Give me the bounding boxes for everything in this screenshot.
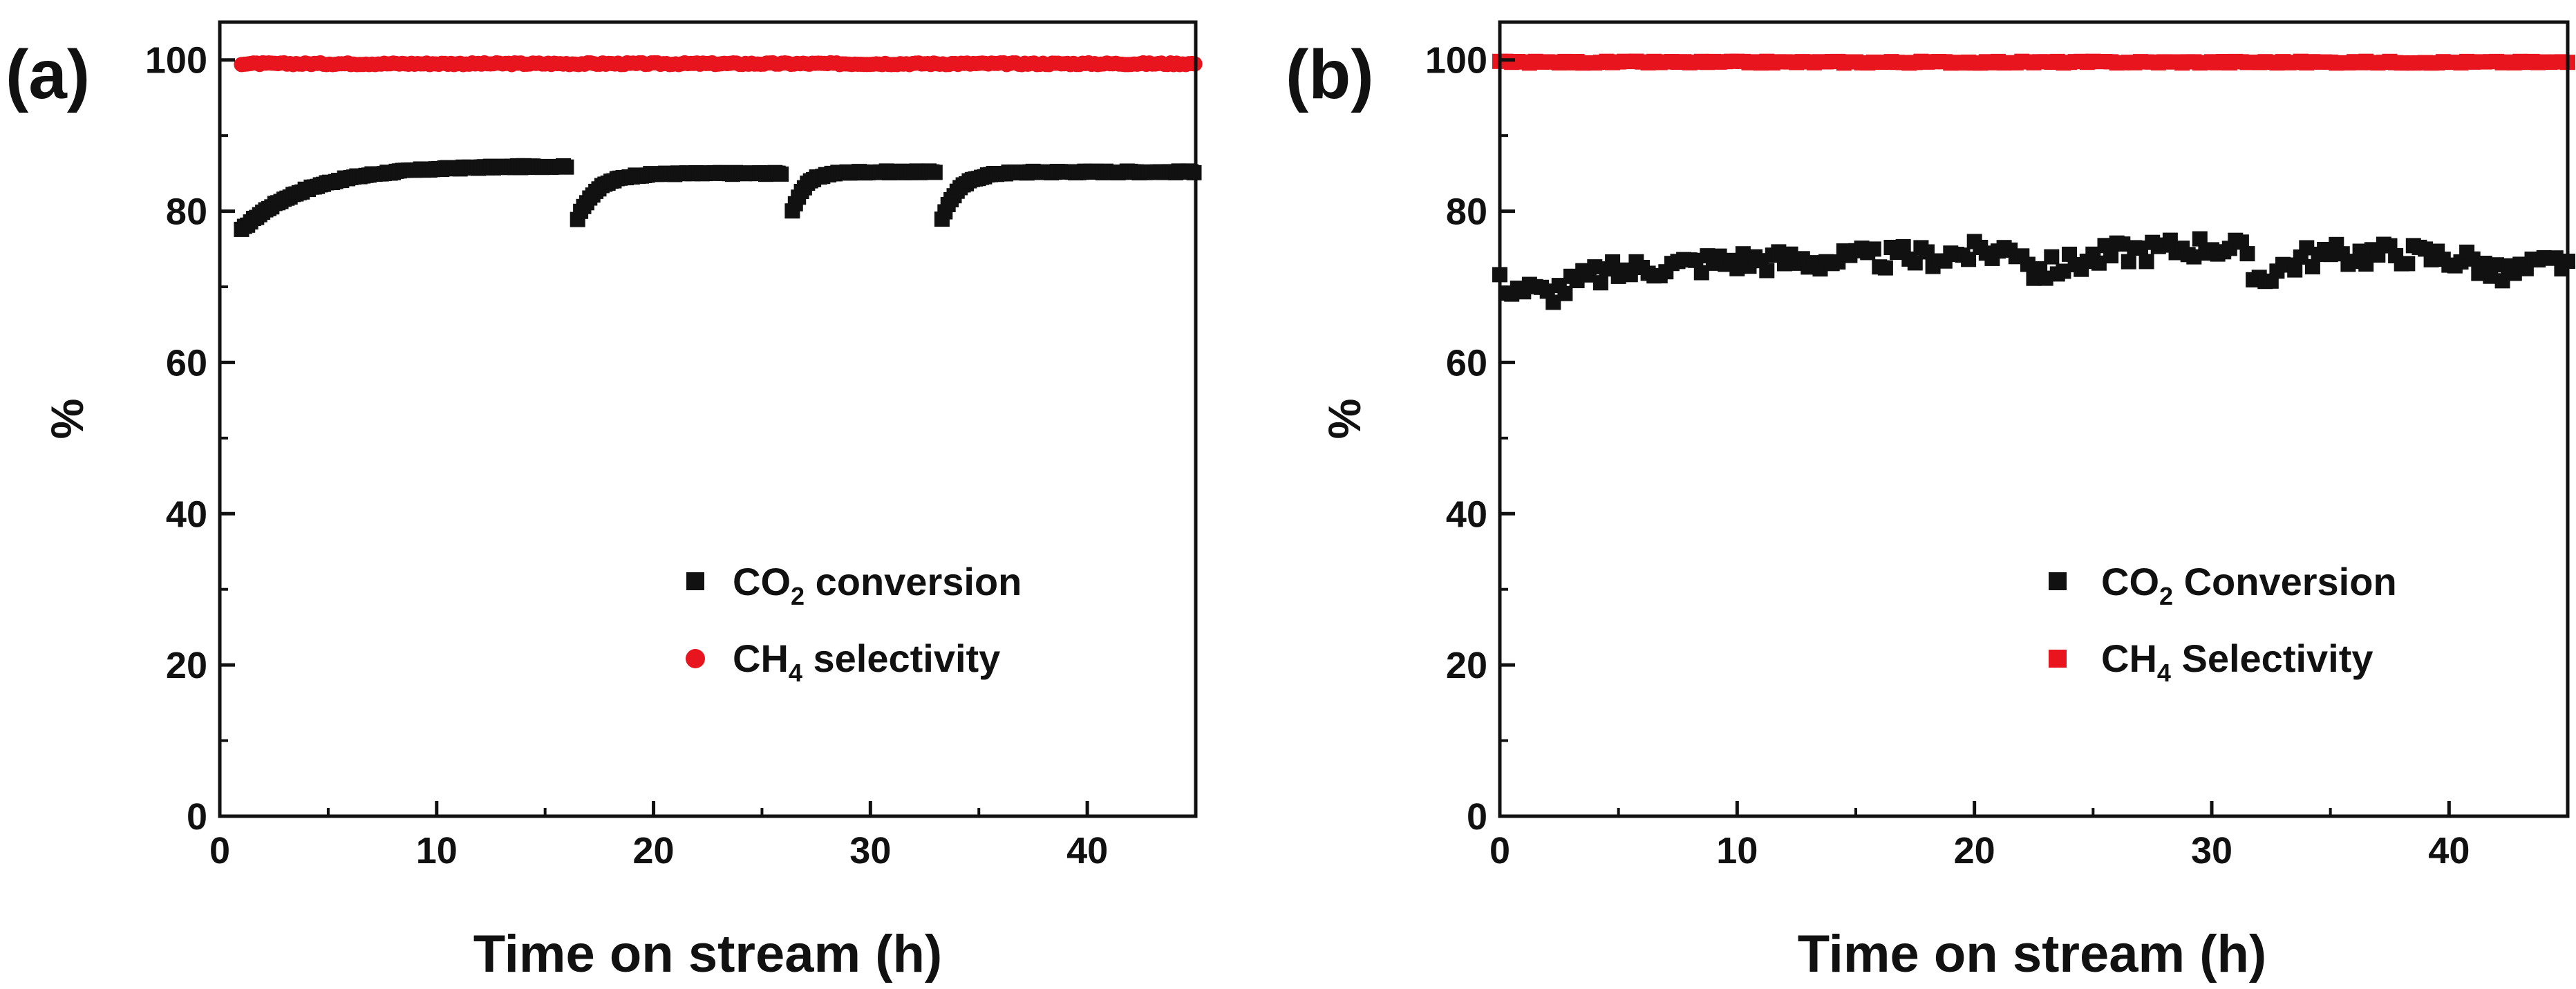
panel-b-y-axis-title: %	[1319, 399, 1370, 440]
panel-b-x-tick-label: 10	[1716, 830, 1758, 872]
panel-b-x-tick-label: 20	[1954, 830, 1995, 872]
panel-b-series-0-point	[2304, 259, 2320, 274]
panel-b-series-0-point	[1919, 244, 1935, 260]
panel-b-series-0-point	[2056, 263, 2071, 279]
panel-a-x-tick-label: 40	[1066, 830, 1108, 872]
panel-a-y-tick-label: 60	[166, 342, 207, 384]
panel-b-series-0-point	[2358, 256, 2374, 272]
panel-b-legend: CO2 Conversion CH4 Selectivity	[2049, 560, 2397, 687]
panel-a-x-tick-label: 10	[416, 830, 458, 872]
panel-b-series-0-point	[2133, 241, 2148, 256]
panel-b-series-0-point	[2038, 270, 2053, 286]
panel-b-series-0-point	[1735, 246, 1751, 262]
panel-b-series-0-point	[2287, 262, 2303, 278]
panel-a-x-tick-label: 20	[633, 830, 675, 872]
panel-b-series-0-point	[2400, 256, 2416, 272]
panel-b-series-0-point	[1961, 252, 1977, 267]
panel-a-legend: CO2 conversion CH4 selectivity	[686, 560, 1022, 687]
panel-b-series-0-point	[2494, 273, 2510, 289]
panel-b-series-0-point	[2162, 232, 2178, 248]
panel-b-series-0-point	[2186, 249, 2202, 265]
panel-b-series-0-point	[2476, 256, 2492, 271]
panel-a-y-tick-label: 20	[166, 645, 207, 686]
panel-b-series-0-point	[2091, 255, 2107, 271]
panel-b-legend-label-co2: CO2 Conversion	[2101, 560, 2397, 610]
panel-a-label: (a)	[6, 36, 90, 113]
panel-b-series-0-point	[1688, 252, 1704, 268]
panel-b-ticks: 0 20 40 60 80 100 0 10 20 30 40	[1425, 40, 2470, 872]
panel-b-x-axis-title: Time on stream (h)	[1798, 925, 2267, 983]
panel-b-legend-marker-co2	[2049, 572, 2067, 590]
panel-b-y-tick-label: 20	[1446, 645, 1487, 686]
panel-a: 0 20 40 60 80 100 0 10 20 30 40 (a) % Time on stre…	[6, 20, 1203, 983]
panel-b-y-tick-label: 0	[1467, 796, 1487, 838]
panel-b-y-tick-label: 80	[1446, 191, 1487, 233]
panel-b-x-tick-label: 0	[1489, 830, 1510, 872]
panel-b-legend-marker-ch4	[2049, 650, 2067, 668]
panel-b-series-0-point	[2489, 257, 2504, 273]
panel-b-y-tick-label: 60	[1446, 342, 1487, 384]
panel-b-series-0-point	[2239, 246, 2255, 262]
panel-b-y-tick-label: 40	[1446, 493, 1487, 535]
panel-b-x-tick-label: 40	[2428, 830, 2470, 872]
panel-b-series-0-point	[2299, 240, 2315, 256]
panel-b-series-0-point	[1729, 261, 1745, 276]
panel-b: 0 20 40 60 80 100 0 10 20 30 40 (b) % Time on stre…	[1286, 20, 2575, 983]
panel-a-x-tick-label: 30	[849, 830, 891, 872]
panel-b-series-0-point	[2352, 243, 2368, 259]
panel-a-plot-frame	[218, 20, 1198, 818]
panel-b-series-0-point	[1771, 244, 1787, 260]
panel-b-legend-label-ch4: CH4 Selectivity	[2101, 637, 2373, 687]
panel-a-ticks: 0 20 40 60 80 100 0 10 20 30 40	[145, 40, 1108, 872]
panel-a-x-axis-title: Time on stream (h)	[473, 925, 943, 983]
panel-a-y-tick-label: 80	[166, 191, 207, 233]
panel-b-series-0-point	[1759, 263, 1775, 279]
panel-a-y-tick-label: 0	[187, 796, 207, 838]
panel-a-legend-marker-co2	[686, 572, 704, 590]
panel-b-series-0-point	[1605, 254, 1621, 270]
panel-b-series-0-point	[1895, 239, 1911, 254]
panel-a-x-tick-label: 0	[209, 830, 230, 872]
panel-b-series-0-point	[2138, 254, 2154, 270]
panel-b-series-0-point	[2115, 236, 2131, 252]
panel-b-series-0-point	[2192, 231, 2208, 247]
panel-b-label: (b)	[1286, 36, 1374, 113]
panel-b-series-0-point	[1693, 265, 1709, 281]
panel-b-series-0-point	[1587, 259, 1603, 275]
panel-a-legend-label-ch4: CH4 selectivity	[733, 637, 1000, 687]
panel-b-x-tick-label: 30	[2191, 830, 2232, 872]
panel-a-legend-label-co2: CO2 conversion	[733, 560, 1022, 610]
panel-b-series-0-point	[1592, 275, 1608, 291]
panel-b-series-0-point	[2044, 249, 2060, 265]
panel-b-series-0-point	[2121, 254, 2136, 270]
panel-a-y-axis-title: %	[41, 399, 93, 440]
panel-a-legend-marker-ch4	[686, 649, 705, 668]
panel-b-series-0-point	[1557, 285, 1573, 301]
panel-a-series-0-point	[927, 164, 943, 180]
panel-b-y-tick-label: 100	[1425, 40, 1487, 82]
panel-a-series-0-point	[558, 159, 574, 175]
panel-b-series-0-point	[2103, 248, 2119, 264]
panel-a-y-tick-label: 100	[145, 40, 207, 82]
panel-b-series-0-point	[1622, 267, 1638, 283]
panel-b-plot-frame	[1498, 20, 2570, 818]
panel-b-series-0-point	[2465, 251, 2481, 267]
panel-a-series-0-point	[773, 166, 789, 182]
panel-b-marks	[1492, 53, 2575, 310]
panel-b-series-0-point	[1877, 260, 1893, 276]
panel-a-y-tick-label: 40	[166, 493, 207, 535]
panel-b-series-0-point	[2020, 256, 2036, 272]
panel-b-series-0-point	[1545, 294, 1561, 310]
panel-a-marks	[234, 55, 1203, 237]
panel-b-series-0-point	[1865, 241, 1881, 257]
panel-b-series-0-point	[1907, 255, 1923, 271]
panel-b-series-0-point	[2233, 234, 2249, 250]
